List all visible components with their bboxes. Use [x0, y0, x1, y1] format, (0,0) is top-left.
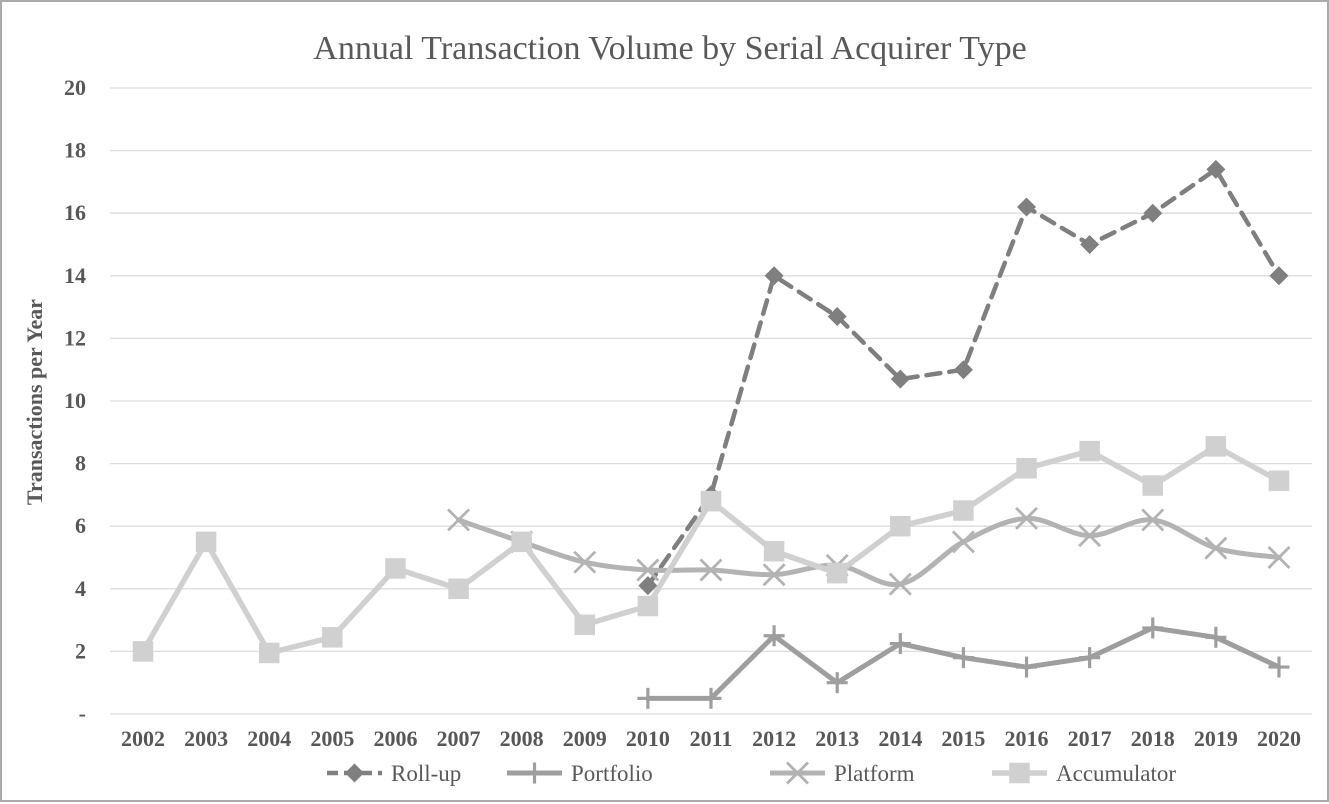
marker-platform-2012 [762, 563, 786, 587]
x-tick-label: 2004 [247, 726, 291, 751]
legend-item-accumulator: Accumulator [992, 761, 1176, 786]
marker-accumulator-2020 [1268, 470, 1290, 492]
marker-accumulator-2007 [448, 578, 469, 600]
marker-accumulator-2009 [574, 614, 596, 636]
series-roll-up [638, 159, 1289, 596]
legend-label: Accumulator [1056, 761, 1176, 786]
x-tick-label: 2018 [1131, 726, 1175, 751]
marker-roll-up-2019 [1206, 159, 1226, 179]
marker-platform-2019 [1204, 536, 1228, 560]
marker-accumulator-2011 [700, 490, 722, 512]
marker-accumulator-2012 [763, 540, 785, 562]
y-tick-label: 8 [75, 451, 86, 476]
legend: Roll-up Portfolio Platform Accumulator [327, 761, 1176, 786]
legend-marker-diamond [345, 763, 364, 783]
x-tick-label: 2012 [752, 726, 796, 751]
marker-accumulator-2003 [195, 531, 217, 553]
y-axis-title: Transactions per Year [22, 299, 47, 505]
marker-accumulator-2008 [511, 531, 532, 553]
marker-roll-up-2012 [764, 266, 784, 286]
y-tick-label: 4 [75, 576, 86, 601]
legend-label: Portfolio [571, 761, 653, 786]
marker-platform-2015 [951, 530, 975, 554]
x-tick-label: 2013 [815, 726, 859, 751]
marker-roll-up-2010 [638, 576, 658, 596]
x-tick-label: 2008 [500, 726, 544, 751]
y-tick-label: 18 [64, 138, 86, 163]
marker-platform-2007 [447, 508, 471, 532]
x-tick-label: 2011 [690, 726, 733, 751]
series-line-accumulator [140, 443, 1282, 656]
x-tick-label: 2015 [941, 726, 985, 751]
marker-accumulator-2010 [637, 595, 659, 617]
marker-roll-up-2020 [1269, 266, 1289, 286]
marker-platform-2009 [573, 550, 597, 574]
x-axis-tick-labels: 2002 2003 2004 2005 2006 2007 2008 2009 2010 2011… [121, 726, 1301, 751]
x-tick-label: 2017 [1068, 726, 1112, 751]
marker-accumulator-2006 [385, 558, 406, 579]
y-tick-label: 12 [64, 325, 86, 350]
data-series [132, 159, 1291, 709]
marker-roll-up-2014 [890, 369, 910, 389]
x-tick-label: 2010 [626, 726, 670, 751]
y-axis-tick-labels: - 2 4 6 8 10 12 14 16 18 20 [64, 75, 86, 726]
marker-platform-2016 [1015, 506, 1039, 530]
x-tick-label: 2006 [373, 726, 417, 751]
marker-platform-2020 [1267, 546, 1291, 569]
legend-label: Platform [834, 761, 915, 786]
marker-accumulator-2004 [258, 642, 280, 664]
legend-item-roll-up: Roll-up [327, 761, 461, 786]
marker-accumulator-2005 [322, 627, 343, 648]
y-tick-label: 16 [64, 200, 86, 225]
marker-platform-2018 [1141, 508, 1165, 532]
marker-accumulator-2019 [1205, 436, 1227, 457]
series-line-platform [456, 515, 1282, 588]
marker-roll-up-2017 [1080, 235, 1100, 254]
marker-platform-2011 [699, 558, 723, 582]
marker-accumulator-2014 [890, 515, 911, 537]
marker-roll-up-2016 [1017, 197, 1037, 217]
x-tick-label: 2014 [878, 726, 922, 751]
y-tick-label: 14 [64, 263, 86, 288]
marker-roll-up-2015 [953, 360, 973, 380]
series-portfolio [637, 617, 1290, 709]
legend-marker-square [1009, 762, 1030, 784]
marker-accumulator-2016 [1016, 458, 1037, 479]
y-tick-label: - [79, 701, 86, 726]
legend-label: Roll-up [391, 761, 461, 786]
legend-marker-x [786, 761, 809, 785]
y-tick-label: 10 [64, 388, 86, 413]
x-tick-label: 2005 [310, 726, 354, 751]
legend-item-portfolio: Portfolio [507, 761, 653, 786]
marker-accumulator-2017 [1079, 440, 1100, 462]
x-tick-label: 2009 [563, 726, 607, 751]
marker-platform-2010 [636, 558, 660, 582]
marker-platform-2017 [1078, 524, 1102, 548]
x-tick-label: 2019 [1194, 726, 1238, 751]
marker-accumulator-2002 [132, 641, 154, 662]
chart-title: Annual Transaction Volume by Serial Acqu… [313, 30, 1026, 67]
marker-accumulator-2013 [826, 562, 848, 584]
x-tick-label: 2003 [184, 726, 228, 751]
marker-roll-up-2013 [827, 306, 847, 326]
marker-accumulator-2018 [1142, 475, 1164, 496]
series-accumulator [132, 436, 1290, 664]
x-tick-label: 2016 [1005, 726, 1049, 751]
x-tick-label: 2002 [121, 726, 165, 751]
marker-accumulator-2015 [953, 500, 974, 521]
y-tick-label: 2 [75, 638, 86, 663]
marker-roll-up-2018 [1143, 203, 1163, 223]
y-tick-label: 6 [75, 513, 86, 538]
y-tick-label: 20 [64, 75, 86, 100]
x-tick-label: 2020 [1257, 726, 1301, 751]
legend-item-platform: Platform [770, 761, 915, 786]
marker-platform-2014 [888, 572, 912, 596]
gridlines [110, 87, 1312, 715]
x-tick-label: 2007 [437, 726, 481, 751]
